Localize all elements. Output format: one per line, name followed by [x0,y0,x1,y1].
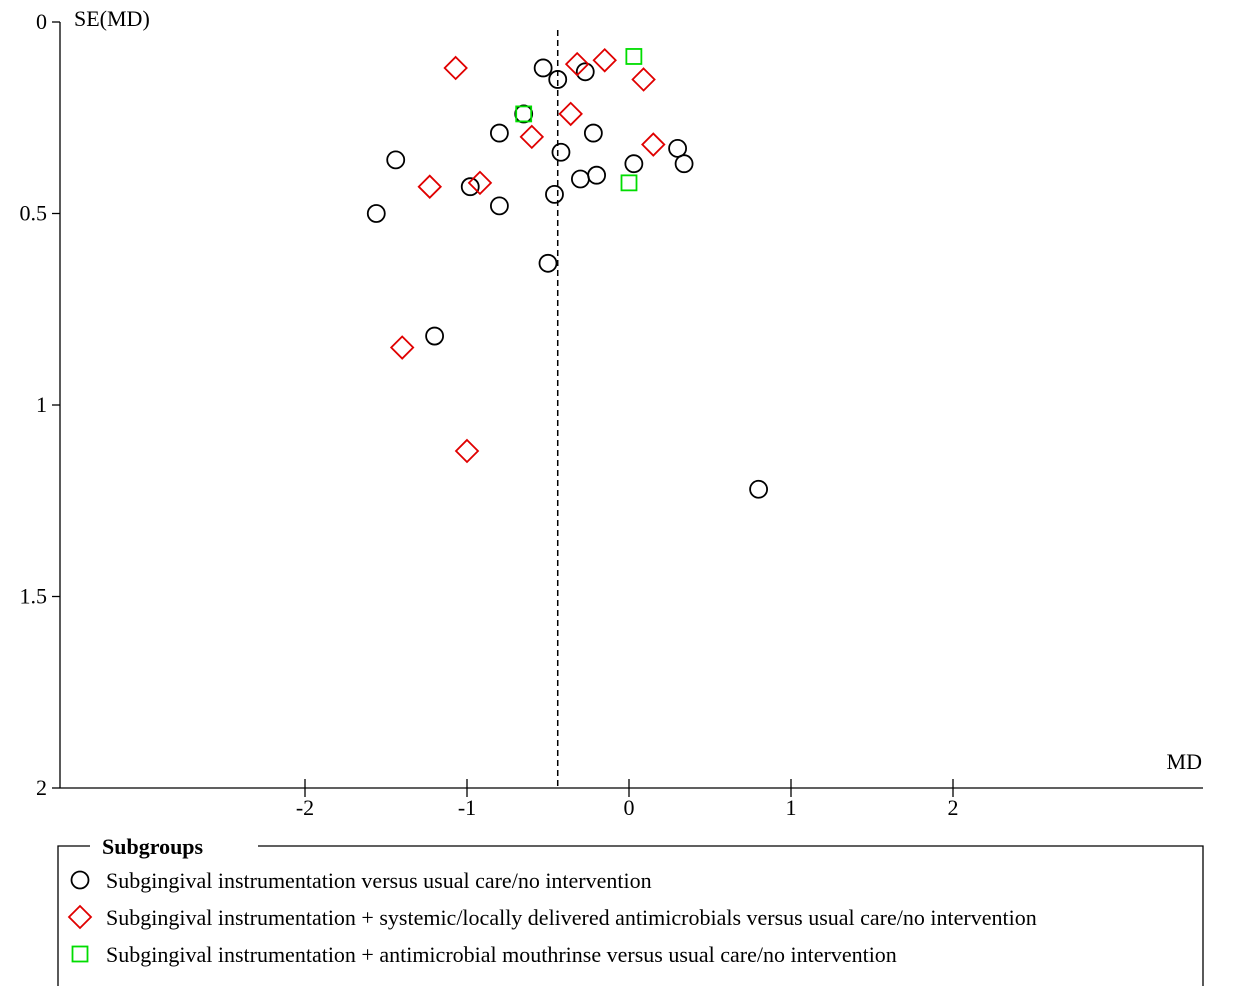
data-points [366,48,768,499]
circle-point [624,154,644,174]
circle-point [489,123,509,143]
y-axis-ticks: 0 0.5 1 1.5 2 [20,9,60,800]
x-tick-label: -1 [458,795,476,820]
diamond-point [443,55,468,81]
circle-point [386,150,406,170]
legend-diamond-icon [67,904,93,930]
circle-point [575,62,595,82]
y-tick-label: 1 [36,392,47,417]
y-tick-label: 0.5 [20,201,48,226]
legend-square-icon [71,945,89,963]
square-point [515,105,533,123]
y-tick-label: 2 [36,775,47,800]
circle-point [571,169,590,189]
circle-point [514,104,534,124]
x-tick-label: 2 [948,795,959,820]
legend-item-label: Subgingival instrumentation + systemic/l… [106,905,1037,930]
y-tick-label: 1.5 [20,584,48,609]
circle-point [583,123,603,143]
circle-point [538,253,558,273]
circle-point [548,70,568,89]
legend-item-label: Subgingival instrumentation + antimicrob… [106,942,897,967]
diamond-point [592,48,617,73]
x-axis-ticks: -2 -1 0 1 2 [296,779,959,820]
circle-point [366,204,386,223]
circle-point [587,165,606,185]
x-tick-label: 0 [624,795,635,820]
legend-frame [57,845,90,986]
legend: Subgroups Subgingival instrumentation ve… [57,834,1204,986]
y-axis-title: SE(MD) [74,6,150,31]
legend-circle-icon [70,870,90,890]
diamond-point [389,335,415,360]
circle-point [749,479,768,499]
circle-point [551,142,571,162]
circle-point [425,326,445,346]
diamond-point [454,438,480,464]
legend-frame-right [258,845,1204,986]
square-point [620,174,638,192]
circle-point [489,196,509,216]
circle-point [460,177,480,197]
diamond-point [519,124,545,150]
diamond-point [641,132,666,157]
x-axis-title: MD [1167,749,1202,774]
legend-item-label: Subgingival instrumentation versus usual… [106,868,652,893]
circle-point [545,184,564,204]
y-tick-label: 0 [36,9,47,34]
x-tick-label: 1 [786,795,797,820]
square-point [625,48,643,65]
circle-point [533,58,553,78]
diamond-point [631,67,656,92]
diamond-point [564,51,590,77]
x-tick-label: -2 [296,795,314,820]
diamond-point [558,101,583,127]
circle-point [674,154,694,174]
legend-title: Subgroups [102,834,204,859]
diamond-point [417,174,443,199]
diamond-point [467,170,493,196]
circle-point [668,138,687,158]
